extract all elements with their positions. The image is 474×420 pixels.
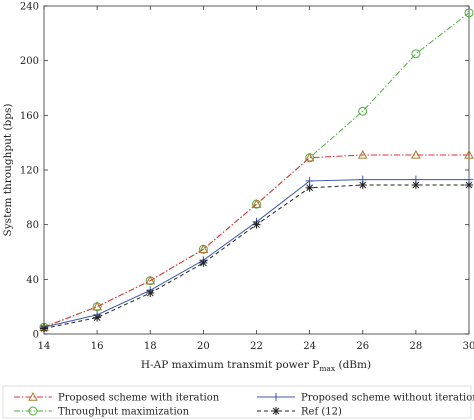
legend-entry: Proposed scheme without iteration: [257, 393, 474, 404]
x-axis-title-sub: max: [319, 364, 336, 373]
legend-label: Proposed scheme without iteration: [301, 393, 474, 404]
x-tick-label: 28: [410, 341, 423, 352]
y-tick-label: 0: [33, 330, 39, 341]
x-tick-label: 18: [144, 341, 157, 352]
series-line: [43, 184, 469, 330]
x-tick-label: 30: [463, 341, 474, 352]
x-tick-label: 16: [91, 341, 104, 352]
legend-entry: Throughput maximization: [14, 406, 190, 418]
y-axis-title: System throughput (bps): [2, 104, 14, 237]
data-point: [145, 275, 156, 285]
x-tick-label: 20: [197, 341, 210, 352]
y-tick-label: 40: [26, 275, 39, 286]
y-tick-label: 240: [20, 2, 39, 13]
x-axis-title-main: H-AP maximum transmit power P: [141, 359, 319, 371]
data-point: [464, 8, 474, 18]
data-point: [199, 258, 208, 267]
data-point: [465, 181, 473, 190]
legend: Proposed scheme with iteration Proposed s…: [14, 391, 474, 418]
x-tick-label: 22: [250, 341, 263, 352]
data-point: [464, 149, 474, 159]
y-tick-label: 160: [20, 111, 39, 122]
data-point: [251, 199, 262, 208]
legend-entry: Ref (12): [257, 407, 342, 418]
x-tick-label: 24: [303, 341, 316, 352]
data-point: [305, 176, 314, 185]
data-point: [305, 183, 314, 192]
data-point: [252, 220, 261, 229]
x-axis-title: H-AP maximum transmit power Pmax (dBm): [141, 359, 371, 373]
series-plus: [40, 175, 473, 332]
x-axis-title-unit: (dBm): [335, 359, 371, 371]
legend-entry: Proposed scheme with iteration: [14, 391, 220, 404]
series-line: [43, 179, 469, 328]
series-line: [43, 154, 469, 328]
legend-marker: [28, 406, 38, 416]
legend-box: [2, 385, 472, 419]
data-point: [357, 149, 368, 159]
data-point: [92, 301, 102, 311]
series-layer: [39, 8, 474, 333]
data-point: [358, 106, 368, 116]
plot-frame: [43, 5, 470, 335]
series-line: [43, 12, 470, 328]
legend-label: Throughput maximization: [58, 407, 190, 418]
x-tick-label: 14: [38, 341, 51, 352]
y-tick-label: 120: [20, 166, 39, 177]
series-asterisk: [40, 181, 473, 333]
series-triangle: [39, 149, 474, 331]
data-point: [146, 289, 155, 297]
data-point: [411, 149, 421, 159]
series-circle: [39, 8, 474, 332]
legend-marker: [272, 393, 280, 401]
data-point: [93, 313, 102, 322]
data-point: [358, 181, 367, 190]
y-tick-label: 200: [20, 56, 39, 67]
legend-label: Proposed scheme with iteration: [58, 393, 220, 404]
x-tick-label: 26: [356, 341, 369, 352]
data-point: [411, 181, 420, 190]
legend-marker: [28, 391, 38, 401]
legend-label: Ref (12): [301, 407, 342, 418]
data-point: [198, 244, 209, 253]
tick-marks: [43, 5, 470, 335]
data-point: [40, 324, 48, 333]
data-point: [411, 49, 421, 59]
tick-labels: 14 16 18 20 22 24 26 28 30 0 40 80 120 160 200 240: [20, 2, 474, 353]
data-point: [304, 152, 315, 162]
legend-marker: [272, 407, 280, 415]
y-tick-label: 80: [26, 220, 39, 231]
